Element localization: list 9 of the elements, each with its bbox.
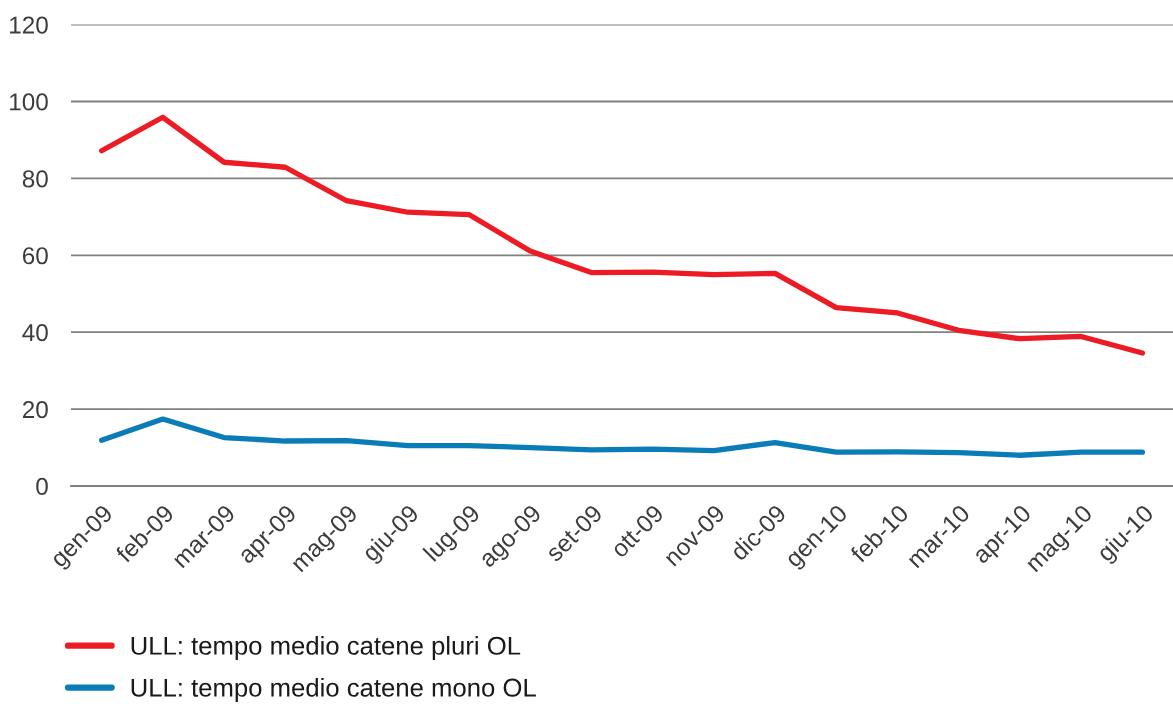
y-tick-label: 20	[22, 400, 48, 419]
y-tick-label: 40	[22, 324, 48, 342]
y-tick-label: 60	[22, 247, 48, 265]
legend-label: ULL: tempo medio catene mono OL	[131, 677, 536, 702]
legend-label: ULL: tempo medio catene pluri OL	[131, 636, 521, 660]
y-tick-label: 100	[10, 93, 48, 111]
y-tick-label: 0	[36, 477, 48, 496]
y-tick-label: 80	[22, 170, 48, 188]
y-tick-label: 120	[10, 16, 48, 34]
